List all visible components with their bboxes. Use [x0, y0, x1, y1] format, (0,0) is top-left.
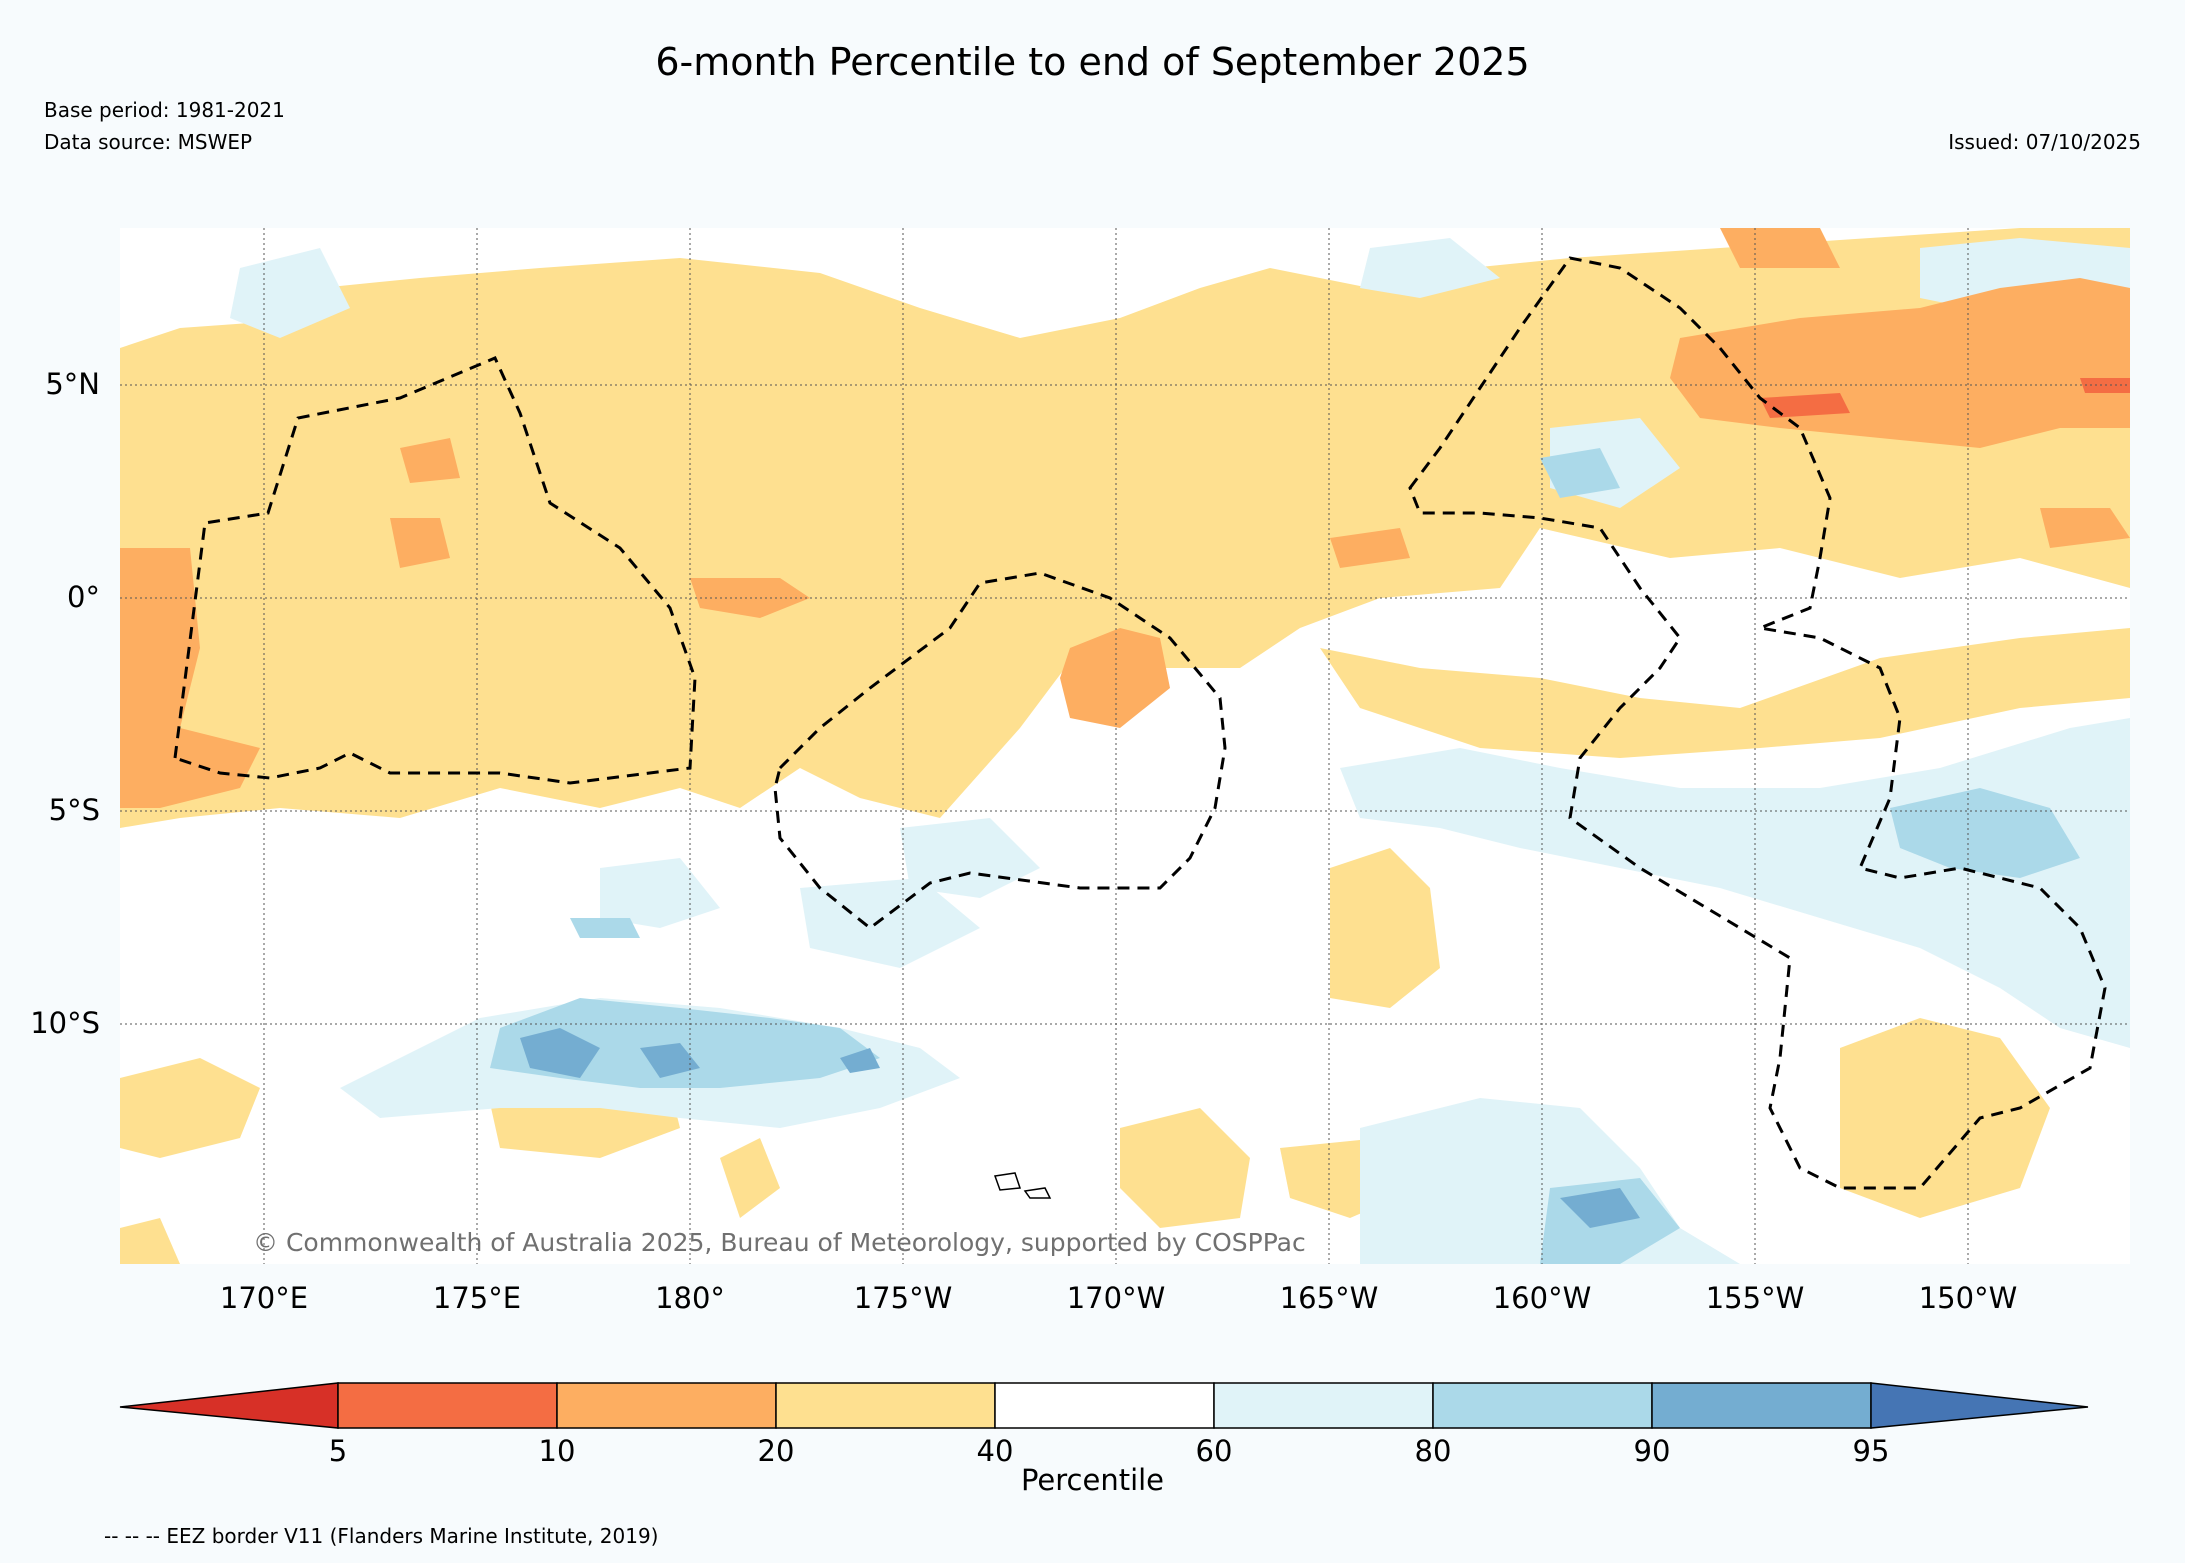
lon-label: 180°	[655, 1281, 725, 1315]
colorbar-tick: 10	[538, 1434, 576, 1468]
lon-label: 155°W	[1705, 1281, 1805, 1315]
copyright-notice: © Commonwealth of Australia 2025, Bureau…	[253, 1228, 1306, 1257]
lon-label: 170°W	[1066, 1281, 1166, 1315]
colorbar-segment-40-60	[994, 1382, 1215, 1429]
colorbar-segment-5-10	[337, 1382, 558, 1429]
colorbar-segment-20-40	[775, 1382, 996, 1429]
colorbar-segment-above-95	[1870, 1382, 2089, 1429]
base-period: Base period: 1981-2021	[44, 98, 285, 122]
colorbar-segment-60-80	[1213, 1382, 1434, 1429]
colorbar-segment-below-5	[119, 1382, 339, 1429]
eez-legend-note: -- -- -- EEZ border V11 (Flanders Marine…	[104, 1524, 659, 1548]
islands	[993, 1172, 1052, 1199]
data-source: Data source: MSWEP	[44, 130, 253, 154]
lat-label: 5°N	[45, 367, 100, 401]
colorbar-label: Percentile	[1020, 1463, 1165, 1497]
colorbar-segment-90-95	[1651, 1382, 1872, 1429]
colorbar-segment-10-20	[556, 1382, 777, 1429]
lon-label: 175°E	[432, 1281, 522, 1315]
colorbar-tick: 40	[976, 1434, 1014, 1468]
page-title: 6-month Percentile to end of September 2…	[655, 40, 1530, 84]
lon-label: 160°W	[1492, 1281, 1592, 1315]
graticule	[120, 228, 2130, 1264]
issued-date: Issued: 07/10/2025	[1948, 130, 2141, 154]
colorbar-tick: 95	[1852, 1434, 1890, 1468]
colorbar-tick: 5	[328, 1434, 348, 1468]
colorbar	[119, 1382, 2089, 1429]
colorbar-tick: 20	[757, 1434, 795, 1468]
lon-label: 150°W	[1918, 1281, 2018, 1315]
lat-label: 10°S	[30, 1006, 100, 1040]
dry-region-20-40	[120, 228, 2130, 1264]
lat-label: 5°S	[48, 793, 100, 827]
lon-label: 170°E	[219, 1281, 309, 1315]
lat-label: 0°	[67, 580, 100, 614]
lon-label: 165°W	[1279, 1281, 1379, 1315]
colorbar-segment-80-90	[1432, 1382, 1653, 1429]
percentile-map	[120, 228, 2130, 1264]
colorbar-tick: 90	[1633, 1434, 1671, 1468]
colorbar-tick: 80	[1414, 1434, 1452, 1468]
eez-borders	[173, 256, 2107, 1190]
colorbar-tick: 60	[1195, 1434, 1233, 1468]
lon-label: 175°W	[853, 1281, 953, 1315]
wet-region-90-95	[520, 1028, 1640, 1228]
